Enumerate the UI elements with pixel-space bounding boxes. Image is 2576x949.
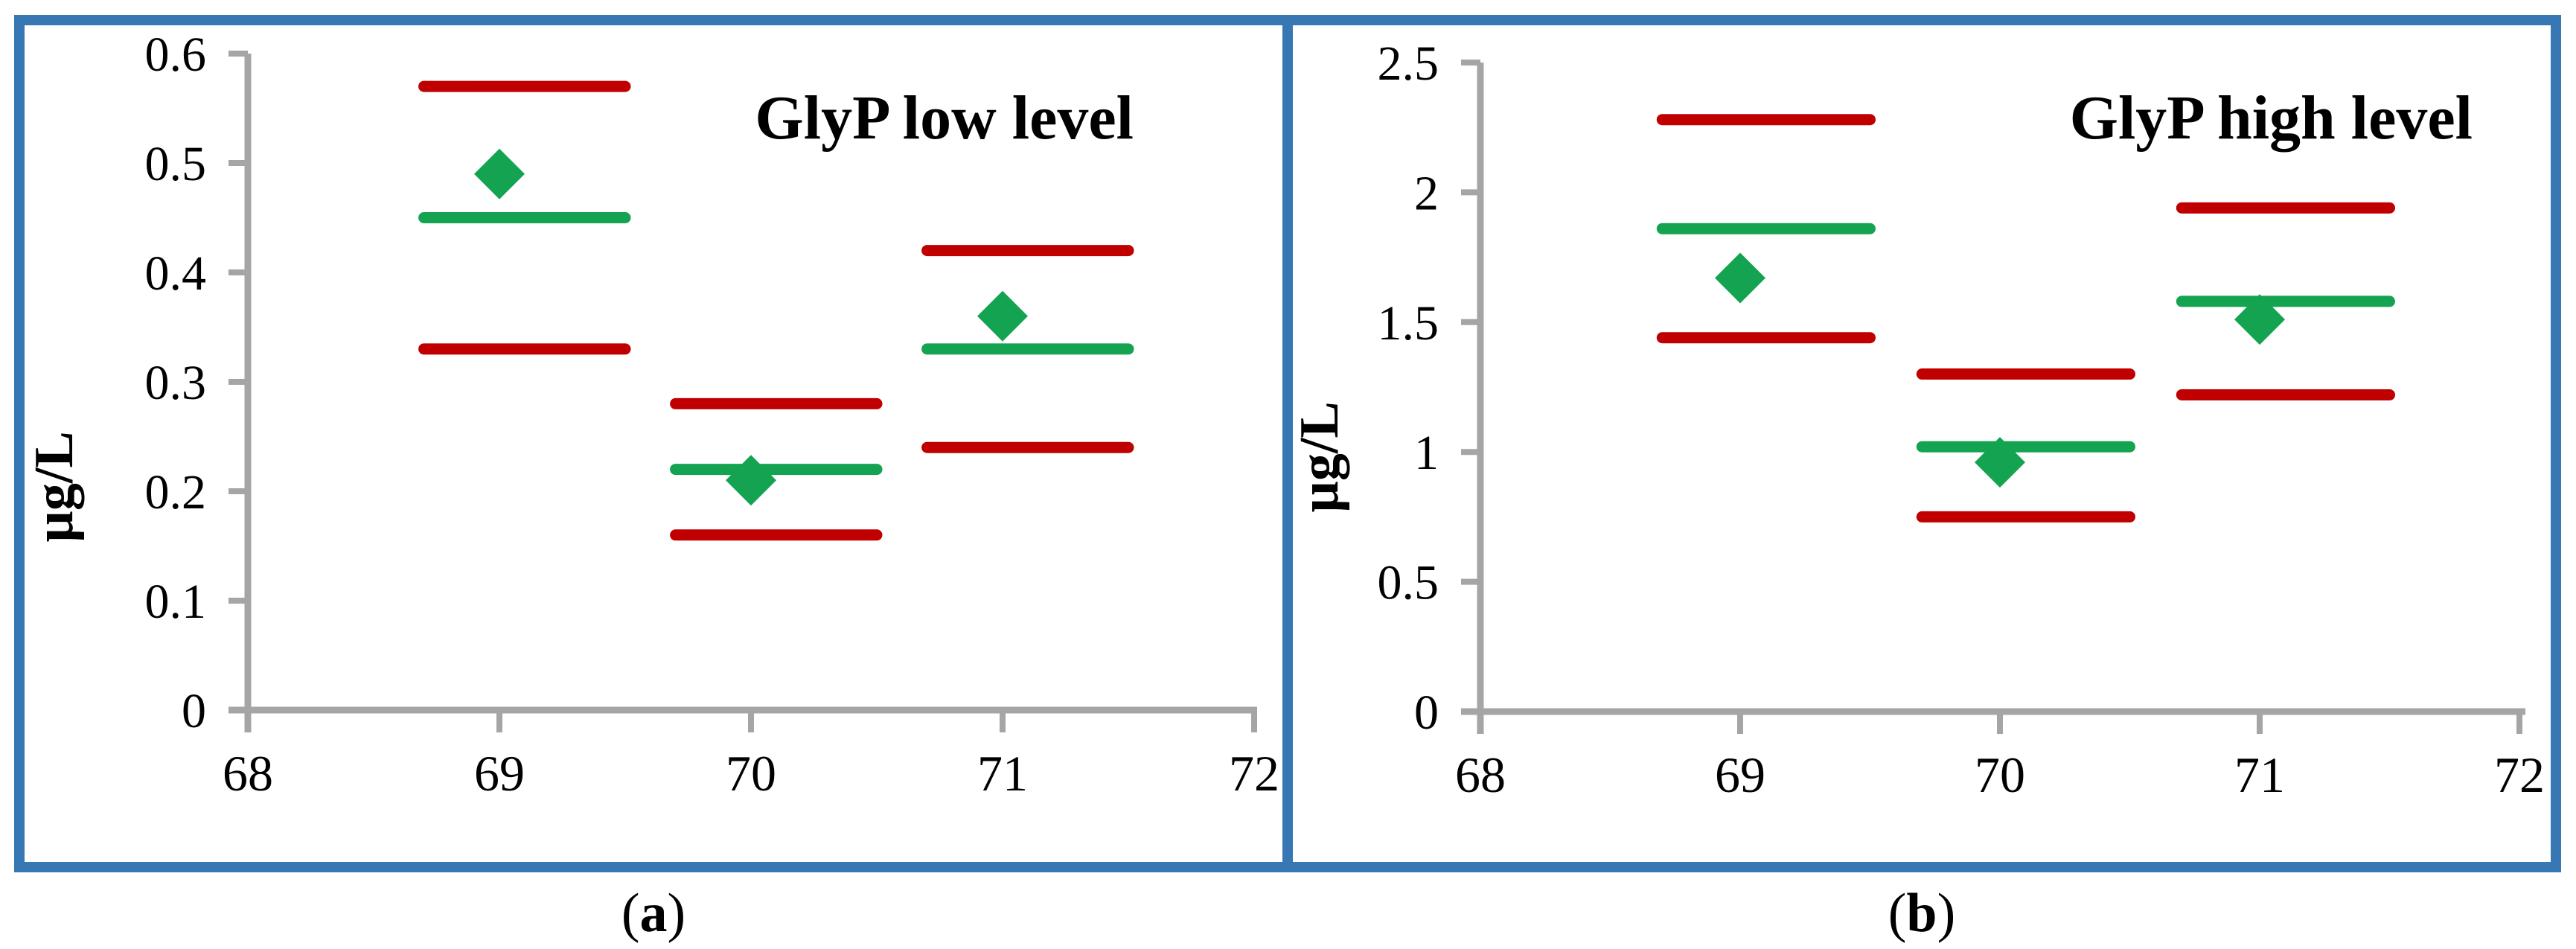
x-tick-label: 69 <box>1715 747 1765 803</box>
y-tick-label: 0.5 <box>145 137 207 191</box>
caption-b-open-paren: ( <box>1888 883 1907 944</box>
data-point-marker <box>474 148 525 199</box>
y-tick-label: 0.3 <box>145 356 207 410</box>
x-tick-label: 68 <box>1455 747 1506 803</box>
x-tick-label: 69 <box>474 745 525 802</box>
caption-b-letter: b <box>1906 883 1937 944</box>
y-tick-label: 0.2 <box>145 465 207 520</box>
data-point-marker <box>726 455 776 506</box>
chart-title: GlyP low level <box>755 83 1134 153</box>
data-point-marker <box>2234 294 2285 345</box>
y-axis-label: µg/L <box>25 431 85 543</box>
x-tick-label: 71 <box>2234 747 2285 803</box>
y-tick-label: 2.5 <box>1378 36 1439 91</box>
x-tick-label: 70 <box>726 745 776 802</box>
chart-canvas-b: 0 0.5 1 1.5 2 2.5 68 69 70 71 72 µg/L GlyP high leve… <box>1293 36 2545 803</box>
y-tick-label: 0.6 <box>145 28 207 82</box>
y-axis-label: µg/L <box>1293 401 1350 513</box>
y-tick-label: 1 <box>1414 426 1439 480</box>
x-tick-label: 70 <box>1975 747 2025 803</box>
caption-a-close-paren: ) <box>667 883 686 944</box>
x-tick-label: 72 <box>1229 745 1279 802</box>
data-point-marker <box>977 290 1028 342</box>
caption-a-letter: a <box>639 883 668 944</box>
x-tick-label: 68 <box>223 745 273 802</box>
y-tick-label: 0.5 <box>1378 556 1439 610</box>
data-point-marker <box>1975 437 2025 488</box>
y-tick-label: 0 <box>1414 686 1439 740</box>
chart-title: GlyP high level <box>2070 83 2473 153</box>
chart-panel-a: 0 0.1 0.2 0.3 0.4 0.5 0.6 68 69 70 71 72 µg/L GlyP lo… <box>14 15 1293 872</box>
y-tick-label: 0.1 <box>145 575 207 629</box>
chart-panel-b: 0 0.5 1 1.5 2 2.5 68 69 70 71 72 µg/L GlyP high leve… <box>1282 15 2561 872</box>
caption-b: (b) <box>1282 878 2561 949</box>
caption-a: (a) <box>14 878 1293 949</box>
chart-canvas-a: 0 0.1 0.2 0.3 0.4 0.5 0.6 68 69 70 71 72 µg/L GlyP lo… <box>25 28 1279 802</box>
caption-b-close-paren: ) <box>1937 883 1956 944</box>
x-tick-label: 72 <box>2494 747 2545 803</box>
data-point-marker <box>1715 252 1765 304</box>
y-tick-label: 2 <box>1414 166 1439 220</box>
y-tick-label: 0.4 <box>145 246 207 301</box>
caption-a-open-paren: ( <box>621 883 640 944</box>
y-tick-label: 1.5 <box>1378 296 1439 351</box>
x-tick-label: 71 <box>977 745 1028 802</box>
y-tick-label: 0 <box>182 684 206 738</box>
